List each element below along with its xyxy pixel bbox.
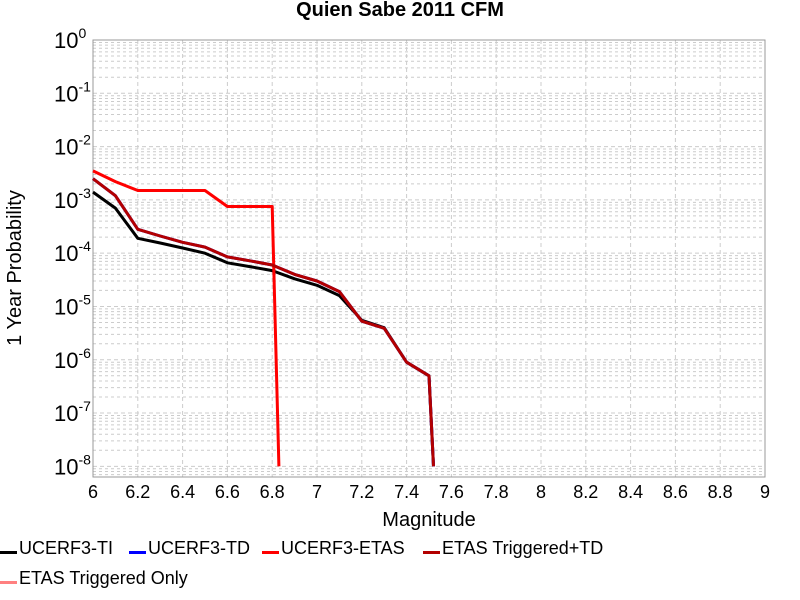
series-layer [92,169,435,467]
legend-item: UCERF3-TI [0,538,113,559]
legend-swatch [0,581,17,584]
y-axis-label: 1 Year Probability [4,190,26,346]
legend-swatch [423,551,440,554]
series-line [92,177,435,467]
x-tick-label: 9 [760,482,770,502]
x-tick-label: 8.4 [618,482,643,502]
series-line [92,169,281,467]
legend-swatch [129,551,146,554]
x-tick-label: 7 [312,482,322,502]
legend-item: UCERF3-TD [129,538,250,559]
legend-label: UCERF3-TI [19,538,113,558]
legend-label: UCERF3-TD [148,538,250,558]
y-tick-label: 100 [54,25,86,53]
y-axis-ticks: 100 10-1 10-2 10-3 10-4 10-5 10-6 10-7 10-8 [54,25,91,479]
x-tick-label: 8.6 [663,482,688,502]
x-tick-label: 8 [536,482,546,502]
x-axis-ticks: 6 6.2 6.4 6.6 6.8 7 7.2 7.4 7.6 7.8 8 8.2 8.4 8.6 8.8 9 [88,482,770,502]
x-tick-label: 7.4 [394,482,419,502]
x-axis-label: Magnitude [382,509,475,531]
legend-label: ETAS Triggered+TD [442,538,604,558]
y-tick-label: 10-1 [54,78,91,106]
y-tick-label: 10-5 [54,291,91,319]
x-tick-label: 8.8 [708,482,733,502]
chart-title: Quien Sabe 2011 CFM [296,0,504,21]
y-tick-label: 10-6 [54,345,91,373]
legend-label: UCERF3-ETAS [281,538,405,558]
x-tick-label: 6 [88,482,98,502]
legend-swatch [262,551,279,554]
y-tick-label: 10-8 [54,451,91,479]
x-tick-label: 6.6 [215,482,240,502]
y-tick-label: 10-4 [54,238,91,266]
x-tick-label: 6.4 [170,482,195,502]
grid [92,39,766,477]
legend-item: ETAS Triggered+TD [423,538,603,559]
x-tick-label: 7.8 [484,482,509,502]
x-tick-label: 6.2 [125,482,150,502]
legend-label: ETAS Triggered Only [19,568,188,588]
x-tick-label: 6.8 [260,482,285,502]
y-tick-label: 10-2 [54,132,91,160]
x-tick-label: 7.6 [439,482,464,502]
legend: UCERF3-TI UCERF3-TD UCERF3-ETAS ETAS Trigge… [0,538,800,600]
legend-item: UCERF3-ETAS [262,538,405,559]
y-tick-label: 10-7 [54,398,91,426]
x-tick-label: 7.2 [349,482,374,502]
legend-item: ETAS Triggered Only [0,568,188,589]
x-tick-label: 8.2 [573,482,598,502]
y-tick-label: 10-3 [54,185,91,213]
plot-area [92,39,766,478]
legend-swatch [0,551,17,554]
